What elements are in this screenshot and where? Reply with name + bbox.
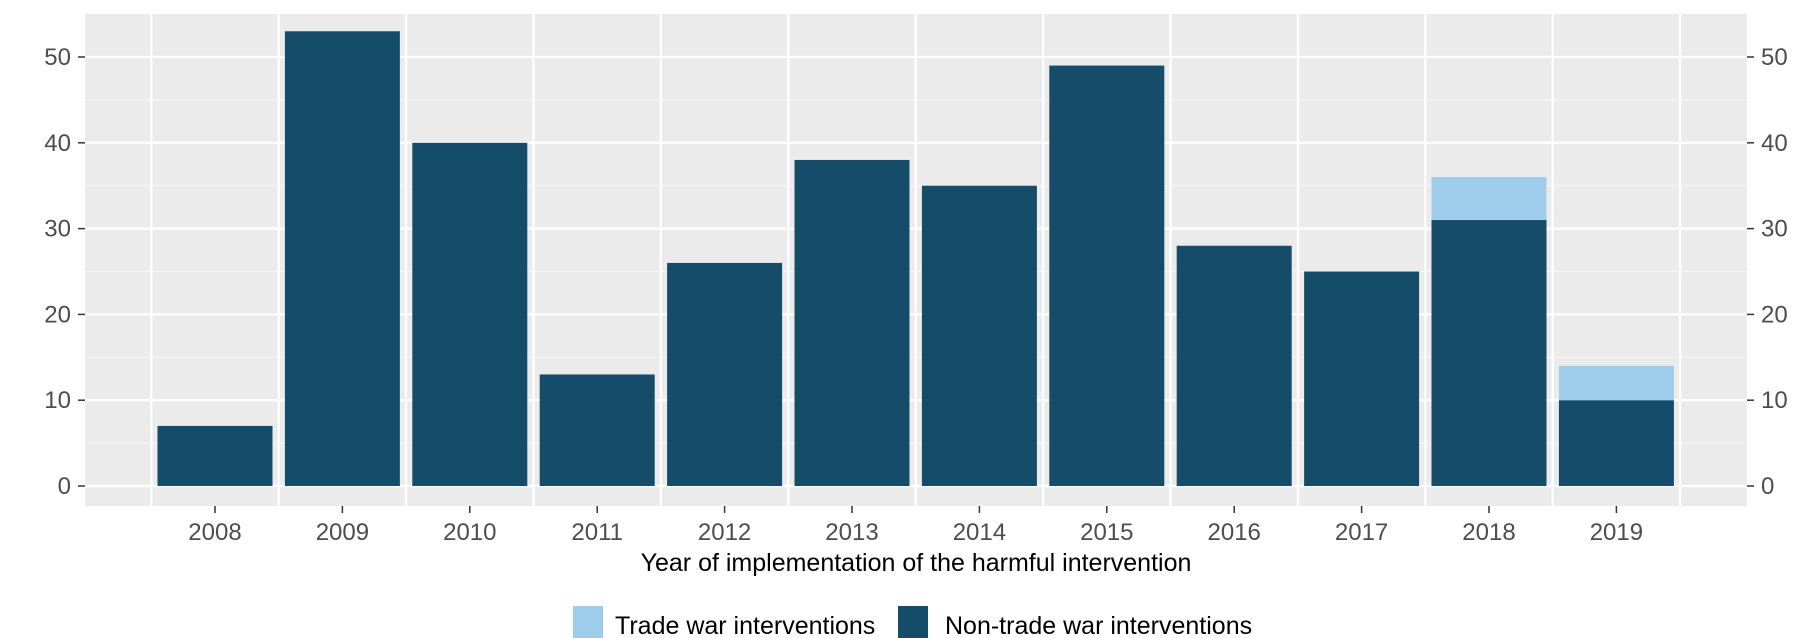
left-tick-label: 50	[44, 44, 71, 71]
right-y-axis: 0 10 20 30 40 50	[1747, 44, 1788, 500]
bar-2010-non-trade-war	[412, 142, 528, 487]
right-tick-label: 30	[1761, 216, 1788, 243]
legend-key	[898, 606, 928, 638]
right-tick-label: 10	[1761, 387, 1788, 414]
bar-2012-non-trade-war	[667, 262, 783, 486]
x-tick-label: 2009	[316, 519, 369, 546]
legend-label: Trade war interventions	[615, 612, 875, 638]
x-tick-label: 2014	[953, 519, 1006, 546]
x-tick-label: 2016	[1208, 519, 1261, 546]
bar-2018-trade-war	[1431, 177, 1547, 221]
x-tick-label: 2015	[1080, 519, 1133, 546]
bar-2013-non-trade-war	[794, 159, 910, 486]
x-tick-label: 2019	[1590, 519, 1643, 546]
bar-2009-non-trade-war	[284, 31, 400, 486]
left-tick-label: 40	[44, 130, 71, 157]
bar-2011-non-trade-war	[539, 374, 655, 486]
bar-2008-non-trade-war	[157, 425, 273, 486]
bar-2018-non-trade-war	[1431, 220, 1547, 486]
x-tick-label: 2011	[571, 519, 623, 546]
x-axis-title: Year of implementation of the harmful in…	[641, 549, 1192, 577]
bar-2014-non-trade-war	[921, 185, 1037, 486]
bar-2016-non-trade-war	[1176, 245, 1292, 486]
bar-2019-non-trade-war	[1558, 400, 1674, 486]
left-tick-label: 20	[44, 301, 71, 328]
left-tick-label: 0	[58, 473, 71, 500]
bar-2015-non-trade-war	[1049, 65, 1165, 486]
right-tick-label: 50	[1761, 44, 1788, 71]
x-tick-label: 2017	[1335, 519, 1388, 546]
right-tick-label: 0	[1761, 473, 1774, 500]
x-axis: 2008 2009 2010 2011 2012 2013 2014 2015 2016 2017…	[188, 506, 1643, 546]
x-tick-label: 2012	[698, 519, 751, 546]
legend-key	[573, 606, 603, 638]
x-tick-label: 2010	[443, 519, 496, 546]
x-tick-label: 2008	[188, 519, 241, 546]
bars	[157, 31, 1674, 487]
left-y-axis: 0 10 20 30 40 50	[44, 44, 85, 500]
right-tick-label: 20	[1761, 301, 1788, 328]
left-tick-label: 30	[44, 216, 71, 243]
legend-label: Non-trade war interventions	[945, 612, 1252, 638]
x-tick-label: 2018	[1462, 519, 1515, 546]
right-tick-label: 40	[1761, 130, 1788, 157]
legend: Trade war interventions Non-trade war int…	[573, 606, 1252, 638]
bar-2019-trade-war	[1558, 365, 1674, 401]
left-tick-label: 10	[44, 387, 71, 414]
bar-2017-non-trade-war	[1304, 271, 1420, 486]
x-tick-label: 2013	[825, 519, 878, 546]
